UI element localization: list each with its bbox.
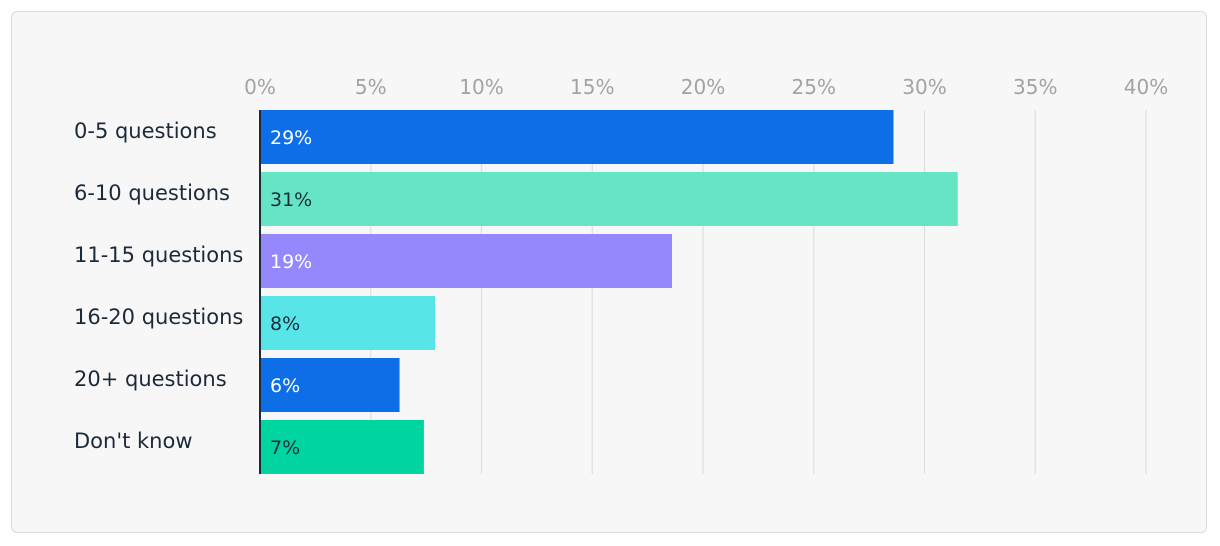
bar-value-label: 31% bbox=[270, 189, 312, 211]
bar-value-label: 8% bbox=[270, 313, 300, 335]
category-label: 20+ questions bbox=[74, 367, 227, 391]
category-label: Don't know bbox=[74, 429, 193, 453]
x-tick-label: 0% bbox=[244, 75, 276, 99]
x-tick-label: 25% bbox=[792, 75, 836, 99]
category-label: 11-15 questions bbox=[74, 243, 243, 267]
x-tick-label: 30% bbox=[902, 75, 946, 99]
bar-value-label: 29% bbox=[270, 127, 312, 149]
bar bbox=[260, 296, 435, 350]
x-axis-ticks: 0% 5% 10% 15% 20% 25% 30% 35% 40% bbox=[244, 75, 1168, 99]
x-tick-label: 15% bbox=[570, 75, 614, 99]
bar bbox=[260, 110, 894, 164]
x-tick-label: 5% bbox=[355, 75, 387, 99]
bar bbox=[260, 234, 672, 288]
x-tick-label: 35% bbox=[1013, 75, 1057, 99]
category-label: 0-5 questions bbox=[74, 119, 217, 143]
bar-value-label: 6% bbox=[270, 375, 300, 397]
category-label: 16-20 questions bbox=[74, 305, 243, 329]
gridlines bbox=[370, 110, 1147, 474]
category-label: 6-10 questions bbox=[74, 181, 230, 205]
x-tick-label: 40% bbox=[1124, 75, 1168, 99]
x-tick-label: 10% bbox=[459, 75, 503, 99]
bar-value-label: 7% bbox=[270, 437, 300, 459]
bar-value-label: 19% bbox=[270, 251, 312, 273]
bar bbox=[260, 172, 958, 226]
x-tick-label: 20% bbox=[681, 75, 725, 99]
bar bbox=[260, 420, 424, 474]
category-labels: 0-5 questions 6-10 questions 11-15 questio… bbox=[74, 119, 243, 453]
bar bbox=[260, 358, 400, 412]
bars: 29% 31% 19% 8% 6% 7% bbox=[260, 110, 958, 474]
